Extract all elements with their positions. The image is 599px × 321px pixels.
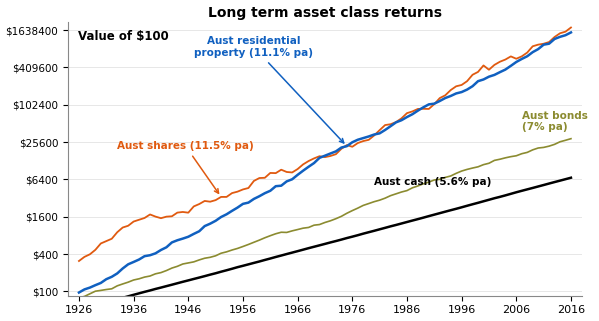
Text: Aust cash (5.6% pa): Aust cash (5.6% pa) xyxy=(374,178,492,187)
Text: Aust bonds
(7% pa): Aust bonds (7% pa) xyxy=(522,111,588,133)
Title: Long term asset class returns: Long term asset class returns xyxy=(208,5,442,20)
Text: Aust shares (11.5% pa): Aust shares (11.5% pa) xyxy=(117,141,254,193)
Text: Value of $100: Value of $100 xyxy=(78,30,169,43)
Text: Aust residential
property (11.1% pa): Aust residential property (11.1% pa) xyxy=(195,36,344,143)
